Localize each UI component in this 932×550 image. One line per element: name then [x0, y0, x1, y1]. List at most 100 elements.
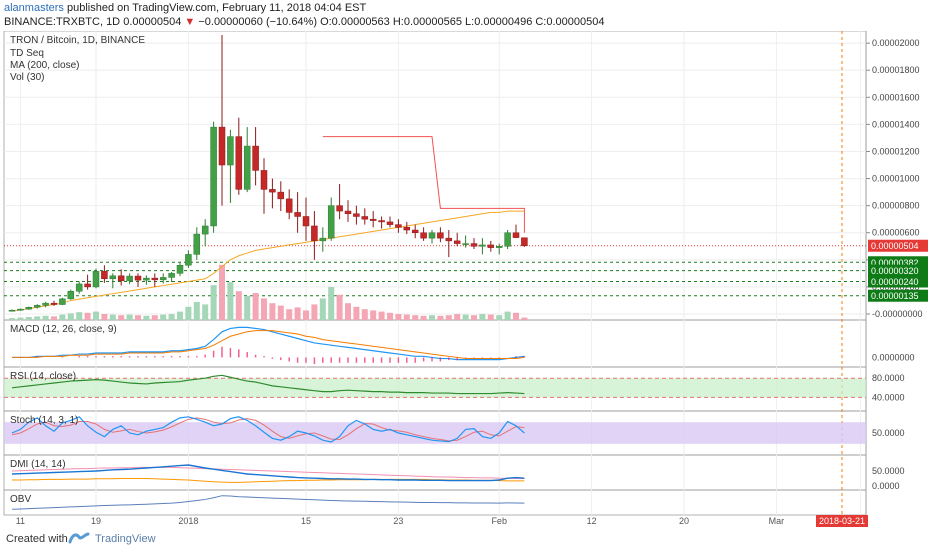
candle-body — [252, 145, 259, 171]
x-tick-label: 12 — [587, 516, 597, 526]
ma-200-line — [11, 210, 525, 312]
price-tick-label: -0.00000000 — [872, 309, 923, 319]
stoch-tick-label: 50.0000 — [872, 428, 905, 438]
dmi-title: DMI (14, 14) — [10, 459, 66, 470]
volume-bar — [269, 303, 276, 320]
x-tick-label: 23 — [393, 516, 403, 526]
support-level-label: 0.00000320 — [871, 266, 919, 276]
volume-bar — [160, 314, 167, 320]
candle-body — [218, 126, 226, 166]
volume-bar — [479, 314, 486, 320]
candle-body — [151, 277, 159, 281]
support-level-tag — [868, 289, 928, 302]
candle-body — [269, 189, 276, 193]
candle-body — [344, 210, 352, 215]
candle-body — [75, 283, 83, 292]
candle-body — [487, 244, 495, 248]
candle-body — [84, 283, 91, 288]
price-change: −0.00000060 (−10.64%) — [198, 16, 317, 28]
volume-bar — [126, 314, 133, 320]
volume-bar — [84, 312, 91, 320]
support-level-label: 0.00000382 — [871, 258, 919, 268]
volume-bar — [420, 315, 427, 320]
tradingview-logo-icon — [68, 532, 90, 544]
volume-bar — [51, 316, 57, 320]
td-resistance-line — [322, 136, 525, 233]
candle-body — [319, 237, 327, 242]
rsi-title: RSI (14, close) — [10, 371, 76, 382]
candle-body — [193, 233, 201, 255]
rsi-tick-label: 40.0000 — [872, 392, 905, 402]
candle-body — [294, 212, 301, 217]
candle-body — [462, 243, 469, 245]
rsi-tick-label: 80.0000 — [872, 373, 905, 383]
obv-line — [11, 495, 525, 510]
main-pane-title: TRON / Bitcoin, 1D, BINANCE — [10, 35, 145, 46]
candle-body — [311, 225, 318, 242]
volume-bar — [412, 315, 419, 320]
price-tick-label: 0.00001200 — [872, 146, 920, 156]
volume-bar — [336, 294, 343, 320]
created-with-label: Created with — [6, 533, 68, 545]
candle-body — [201, 225, 209, 235]
rsi-line — [11, 374, 525, 395]
support-level-label: 0.00000240 — [871, 277, 919, 287]
candle-body — [285, 198, 293, 213]
volume-bar — [93, 311, 99, 320]
candle-body — [386, 221, 394, 225]
candle-body — [67, 290, 75, 300]
volume-bar — [185, 306, 192, 320]
macd-signal-line — [12, 330, 525, 360]
volume-bar — [370, 310, 377, 320]
support-level-tag — [868, 275, 928, 288]
volume-bar — [303, 310, 309, 320]
candle-body — [185, 254, 192, 266]
author-link[interactable]: alanmasters — [4, 2, 64, 14]
volume-bar — [219, 264, 225, 320]
price-tick-label: 0.00000600 — [872, 228, 920, 238]
x-tick-label: 20 — [679, 516, 689, 526]
volume-bar — [437, 315, 444, 320]
volume-bar — [25, 317, 32, 320]
candle-body — [126, 275, 133, 282]
candle-body — [243, 145, 251, 190]
dmi-tick-label: 0.0000 — [872, 481, 900, 491]
x-tick-label: 2018 — [178, 516, 198, 526]
candle-body — [378, 220, 385, 223]
macd-tick-label: 0.0000000 — [872, 352, 915, 362]
support-level-label: 0.00000135 — [871, 291, 919, 301]
x-tick-label: 19 — [91, 516, 101, 526]
volume-bar — [101, 314, 108, 320]
price-tick-label: 0.00002000 — [872, 38, 920, 48]
candle-body — [395, 224, 402, 228]
volume-bar — [210, 285, 217, 320]
chart-header: alanmasters published on TradingView.com… — [0, 0, 932, 31]
date-marker-tag — [816, 515, 868, 527]
candle-body — [109, 275, 117, 280]
candle-body — [445, 237, 453, 242]
volume-bar — [59, 314, 66, 320]
volume-bar — [9, 318, 15, 320]
candle-body — [8, 309, 16, 312]
candle-body — [25, 306, 33, 310]
volume-bar — [235, 291, 242, 320]
volume-bar — [471, 315, 477, 320]
tradingview-brand[interactable]: TradingView — [95, 533, 156, 545]
volume-bar — [328, 287, 335, 320]
last-price: 0.00000504 — [123, 16, 182, 28]
price-tick-label: 0.00001800 — [872, 65, 920, 75]
candle-body — [176, 264, 184, 274]
last-price-tag — [868, 239, 928, 252]
chart-canvas[interactable]: 0.00002000 0.00001800 0.00001600 0.00001400… — [0, 31, 932, 528]
volume-bar — [151, 315, 158, 320]
down-triangle-icon: ▼ — [184, 16, 196, 28]
candle-body — [101, 271, 108, 280]
x-tick-label: 11 — [16, 516, 25, 526]
candle-body — [353, 213, 360, 217]
volume-bar — [17, 317, 24, 320]
x-tick-label: Feb — [491, 516, 507, 526]
volume-bar — [462, 314, 469, 320]
volume-bar — [193, 302, 200, 320]
dmi-tick-label: 50.0000 — [872, 466, 905, 476]
dmi-adx-line — [11, 466, 525, 479]
